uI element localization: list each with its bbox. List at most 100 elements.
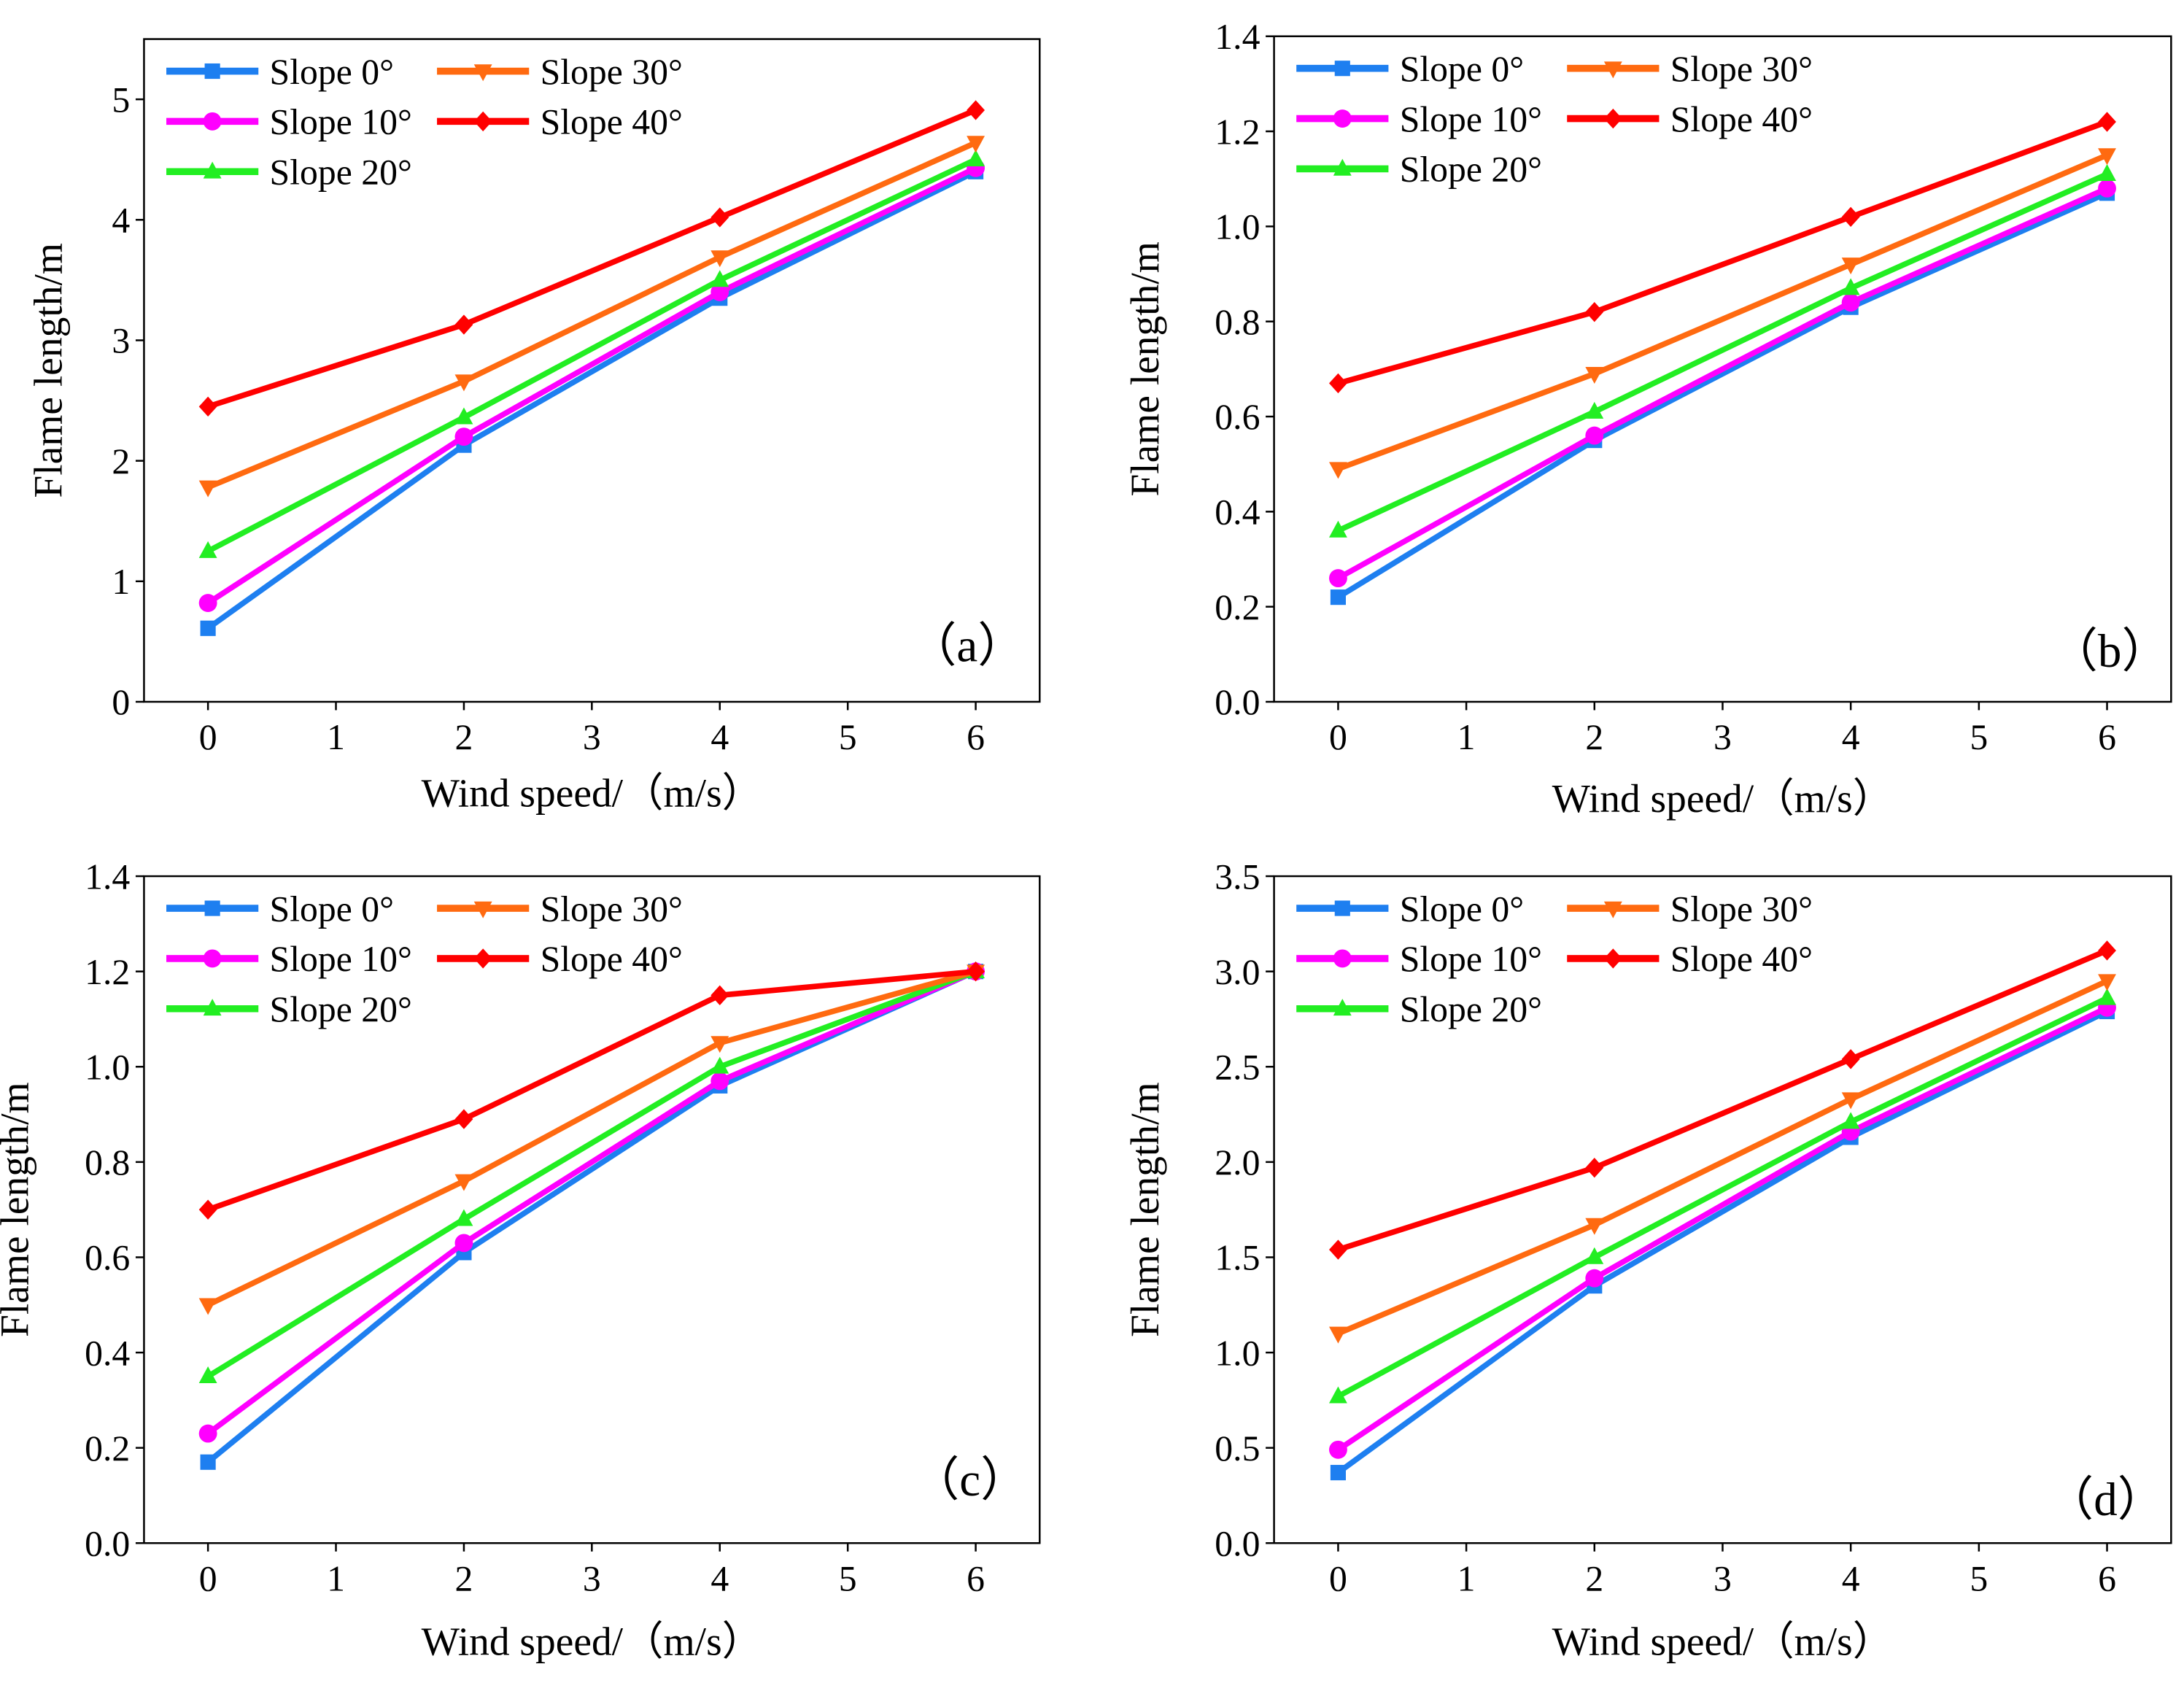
chart-panel-c: 0 1 2 3 4 5 6 0.0 0.2 0.4 0.6 0.8 1.0 1.2 1.4 Wind spee…	[0, 856, 1041, 1663]
legend-marker	[1334, 61, 1350, 77]
legend-label: Slope 30°	[541, 52, 683, 92]
data-point	[1841, 293, 1860, 312]
data-point	[1841, 1092, 1860, 1110]
series-line	[1336, 185, 2109, 581]
series-20-deg	[1328, 988, 2116, 1404]
data-point	[2098, 148, 2116, 166]
data-point	[1328, 1239, 1347, 1260]
legend-item: Slope 30°	[437, 52, 683, 92]
x-tick-label: 4	[1842, 1558, 1860, 1598]
data-point	[2098, 940, 2116, 961]
x-tick-label: 1	[327, 717, 345, 757]
legend-item: Slope 20°	[166, 989, 412, 1029]
legend-marker	[473, 948, 492, 969]
data-point	[967, 961, 985, 982]
legend-marker	[1603, 61, 1622, 79]
data-point	[200, 1454, 216, 1470]
legend-marker	[203, 999, 222, 1016]
y-tick-label: 2	[112, 441, 130, 481]
legend-label: Slope 30°	[541, 889, 683, 929]
legend-label: Slope 10°	[270, 102, 412, 142]
data-point	[2098, 112, 2116, 132]
x-tick-label: 1	[1457, 717, 1476, 757]
series-line	[206, 969, 977, 1436]
legend-item: Slope 10°	[1296, 939, 1542, 979]
series-40-deg	[198, 100, 985, 417]
y-tick-label: 0	[112, 682, 130, 722]
legend-item: Slope 0°	[166, 889, 394, 929]
data-point	[1841, 278, 1860, 295]
legend-item: Slope 0°	[1296, 49, 1524, 89]
x-tick-label: 3	[1713, 717, 1732, 757]
y-tick-label: 0.6	[85, 1238, 130, 1278]
legend-item: Slope 30°	[1567, 49, 1813, 89]
data-point	[1328, 1386, 1347, 1404]
data-point	[1328, 1440, 1347, 1459]
y-axis-label: Flame length/m	[0, 1082, 37, 1337]
data-point	[710, 1036, 729, 1053]
y-tick-label: 1.4	[1215, 17, 1260, 57]
series-line	[1337, 119, 2108, 387]
x-axis-label: Wind speed/（m/s）	[422, 770, 763, 815]
y-tick-label: 0.4	[85, 1333, 130, 1373]
legend-marker	[1603, 108, 1622, 129]
series-line	[206, 969, 977, 1379]
series-line	[1336, 190, 2109, 600]
legend-item: Slope 10°	[1296, 99, 1542, 139]
legend-marker	[204, 900, 220, 916]
legend-label: Slope 0°	[270, 52, 394, 92]
data-point	[198, 594, 217, 612]
y-tick-label: 0.5	[1215, 1428, 1260, 1468]
legend-item: Slope 40°	[1567, 99, 1813, 139]
legend-item: Slope 40°	[437, 939, 683, 979]
series-0-deg	[200, 163, 984, 636]
series-line	[1336, 995, 2109, 1399]
legend-item: Slope 0°	[166, 52, 394, 92]
data-point	[454, 1109, 473, 1129]
y-tick-label: 1.0	[1215, 207, 1260, 247]
legend-label: Slope 0°	[270, 889, 394, 929]
x-tick-label: 4	[1842, 717, 1860, 757]
y-axis-label: Flame length/m	[1123, 1082, 1167, 1337]
data-point	[1585, 401, 1604, 419]
x-axis-label: Wind speed/（m/s）	[1552, 776, 1894, 821]
y-tick-label: 3.5	[1215, 856, 1260, 897]
data-point	[710, 1072, 729, 1091]
x-tick-label: 5	[1970, 1558, 1988, 1598]
data-point	[1328, 462, 1347, 479]
legend-label: Slope 20°	[1400, 989, 1542, 1029]
x-tick-label: 5	[839, 1558, 857, 1598]
data-point	[710, 1056, 729, 1074]
x-tick-label: 2	[455, 1558, 473, 1598]
data-point	[198, 1424, 217, 1443]
data-point	[454, 374, 473, 392]
legend: Slope 0° Slope 10° Slope 20° Slope 30° Slope…	[1296, 49, 1813, 190]
legend-label: Slope 20°	[270, 989, 412, 1029]
legend-marker	[204, 63, 220, 80]
data-point	[1585, 1269, 1604, 1288]
data-point	[967, 150, 985, 167]
legend-marker	[1333, 999, 1352, 1016]
data-point	[2098, 164, 2116, 182]
y-axis-label: Flame length/m	[1123, 241, 1167, 497]
data-point	[2098, 988, 2116, 1005]
legend-marker	[1334, 900, 1350, 916]
legend-label: Slope 40°	[541, 939, 683, 979]
chart-panel-d: 0 1 2 3 4 5 6 0.0 0.5 1.0 1.5 2.0 2.5 3.0 3.5 Wind spee…	[1123, 856, 2172, 1663]
series-0-deg	[1330, 1003, 2115, 1481]
data-point	[454, 427, 473, 446]
data-point	[1841, 206, 1860, 228]
data-point	[454, 407, 473, 425]
series-line	[206, 165, 977, 605]
legend-item: Slope 20°	[1296, 150, 1542, 190]
legend-marker	[203, 112, 222, 131]
legend-marker	[203, 161, 222, 179]
series-30-deg	[198, 964, 985, 1315]
x-tick-label: 6	[967, 1558, 985, 1598]
legend-item: Slope 10°	[166, 102, 412, 142]
legend-marker	[1333, 158, 1352, 176]
data-point	[1585, 1218, 1604, 1235]
y-tick-label: 0.8	[1215, 302, 1260, 342]
legend-label: Slope 40°	[1670, 99, 1813, 139]
x-tick-label: 0	[199, 1558, 217, 1598]
